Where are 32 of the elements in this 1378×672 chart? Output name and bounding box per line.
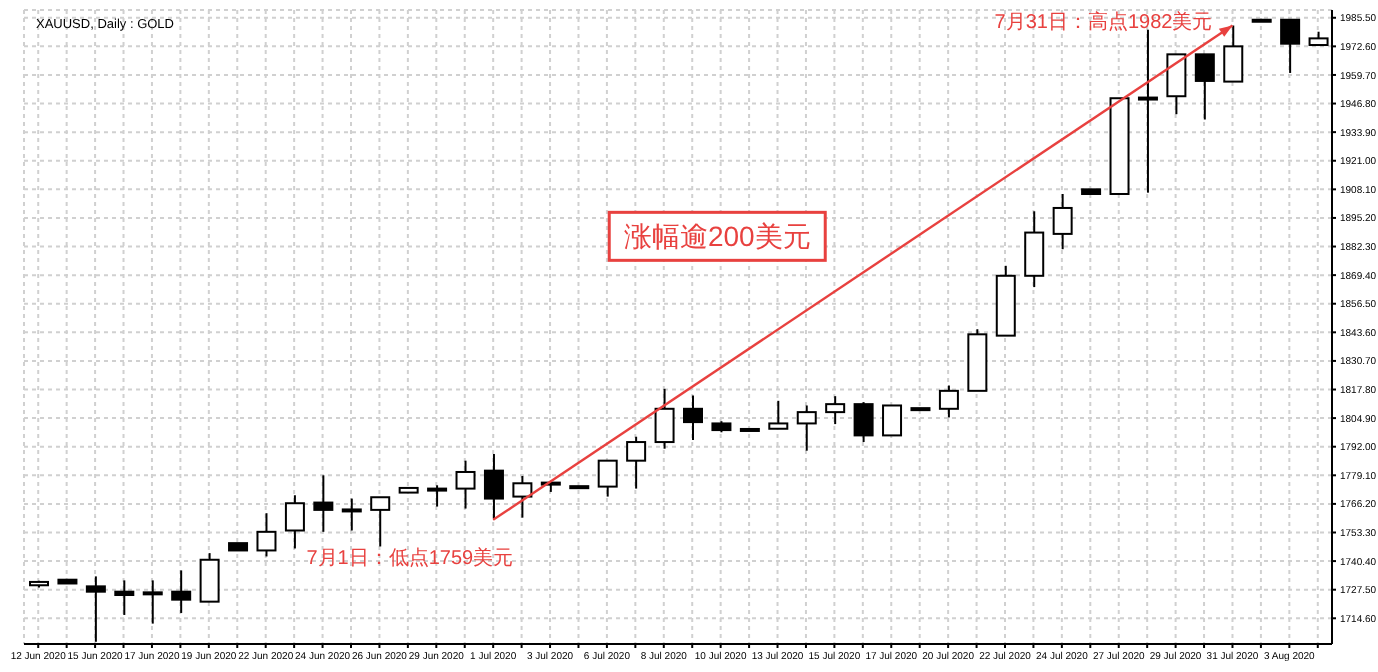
- candlestick: [370, 496, 391, 548]
- candlestick: [796, 404, 817, 452]
- candlestick: [882, 404, 903, 437]
- candlestick: [768, 399, 789, 430]
- candlestick: [597, 459, 618, 498]
- candlestick: [512, 474, 533, 519]
- candlestick: [341, 497, 362, 532]
- candlestick: [1137, 28, 1158, 194]
- candlestick: [825, 395, 846, 426]
- candlestick: [683, 394, 703, 442]
- candlestick: [313, 474, 334, 533]
- annotation: 涨幅逾200美元: [623, 220, 811, 253]
- annotation: 7月31日：高点1982美元: [994, 9, 1213, 34]
- candlestick: [171, 569, 192, 614]
- candlestick: [938, 384, 959, 419]
- candlestick: [142, 579, 163, 625]
- candlestick: [256, 512, 277, 558]
- annotation: 7月1日：低点1759美元: [306, 545, 514, 570]
- candlestick: [1052, 192, 1073, 251]
- candlestick: [284, 494, 305, 550]
- candlestick: [654, 387, 675, 450]
- candlestick: [199, 552, 220, 603]
- candlestick: [853, 401, 874, 444]
- candlestick: [427, 484, 448, 508]
- candlestick: [455, 459, 476, 510]
- candlestick: [1166, 53, 1187, 116]
- candlestick: [1194, 53, 1215, 121]
- candlestick: [114, 579, 135, 616]
- candlestick: [626, 435, 647, 490]
- candlestick: [483, 453, 504, 521]
- candlestick: [1280, 18, 1301, 74]
- candlestick: [1024, 210, 1045, 289]
